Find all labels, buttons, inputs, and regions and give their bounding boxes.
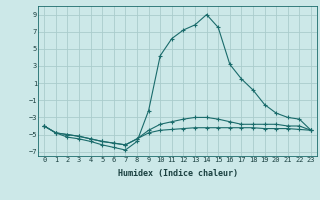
X-axis label: Humidex (Indice chaleur): Humidex (Indice chaleur) (118, 169, 238, 178)
